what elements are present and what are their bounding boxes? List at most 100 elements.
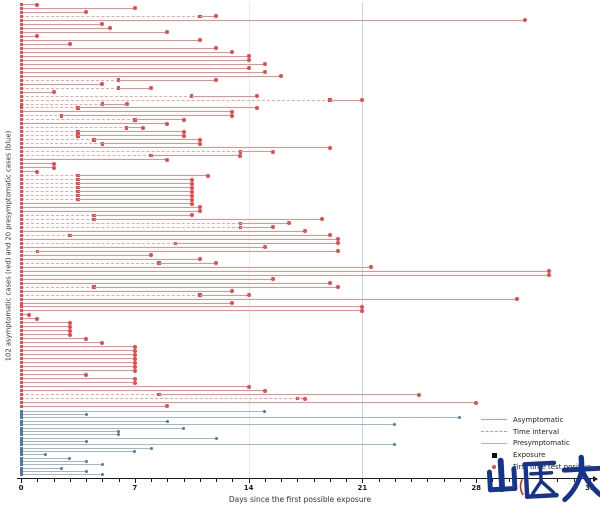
exposure-start-marker [19, 58, 23, 62]
exposure-start-marker [19, 393, 23, 397]
dashed-red-swatch [481, 431, 507, 433]
first-test-positive-marker [197, 137, 202, 142]
asymptomatic-line [21, 4, 38, 5]
first-test-positive-marker [51, 165, 56, 170]
exposure-start-marker [19, 154, 23, 158]
first-test-positive-marker [165, 157, 170, 162]
first-test-positive-marker [197, 38, 202, 43]
asymptomatic-line [37, 250, 338, 252]
x-tick-label-0: 0 [18, 484, 24, 492]
asymptomatic-line [126, 127, 143, 129]
first-test-positive-marker [303, 396, 308, 401]
asymptomatic-line [21, 350, 135, 352]
x-tick-minor-31 [524, 479, 526, 482]
asymptomatic-line [77, 135, 184, 137]
first-test-positive-marker [262, 70, 267, 75]
x-tick-minor-9 [167, 479, 169, 482]
first-test-positive-marker [68, 456, 72, 460]
first-test-positive-marker [270, 149, 275, 154]
legend-asymptomatic-icon [480, 419, 508, 421]
first-test-positive-marker [197, 257, 202, 262]
first-test-positive-marker [336, 237, 340, 242]
exposure-start-marker [19, 429, 23, 433]
asymptomatic-line [21, 254, 152, 256]
exposure-start-marker [19, 98, 23, 102]
exposure-start-marker [19, 166, 23, 170]
asymptomatic-line [329, 99, 363, 101]
legend-time-interval-icon [480, 431, 508, 433]
x-tick-minor-17 [297, 479, 299, 482]
exposure-start-marker [19, 194, 23, 198]
asymptomatic-line [21, 230, 306, 232]
exposure-start-marker [19, 305, 23, 309]
time-interval-dashed-line [21, 135, 78, 137]
first-test-positive-marker [84, 459, 88, 463]
exposure-start-marker [19, 241, 23, 245]
presymptomatic-line [21, 410, 265, 412]
asymptomatic-line [21, 282, 330, 284]
asymptomatic-line [240, 151, 273, 153]
exposure-start-marker [19, 162, 23, 166]
asymptomatic-line [21, 330, 70, 332]
exposure-start-marker [19, 369, 23, 373]
first-test-positive-marker [189, 201, 194, 206]
x-tick-minor-26 [443, 479, 445, 482]
legend-label: Exposure [513, 451, 546, 460]
asymptomatic-line [77, 187, 192, 189]
exposure-start-marker [19, 225, 23, 229]
asymptomatic-line [94, 214, 192, 216]
first-test-positive-marker [189, 197, 194, 202]
time-interval-dashed-line [21, 95, 192, 97]
first-test-positive-marker [108, 26, 113, 31]
first-test-positive-marker [474, 400, 479, 405]
exposure-start-marker [19, 426, 23, 430]
exposure-start-marker [19, 419, 23, 423]
exposure-start-marker [19, 409, 23, 413]
legend-item-time-interval: Time interval [480, 426, 591, 438]
x-tick-major-14 [248, 479, 250, 483]
exposure-start-marker [19, 3, 23, 6]
legend-exposure-icon [480, 452, 508, 458]
first-test-positive-marker [319, 217, 324, 222]
presymptomatic-line [21, 434, 119, 436]
exposure-start-marker [19, 353, 23, 357]
exposure-start-marker [19, 70, 23, 74]
x-tick-minor-6 [118, 479, 120, 482]
asymptomatic-line [21, 238, 338, 240]
exposure-start-marker [19, 293, 23, 297]
exposure-start-marker [19, 174, 23, 178]
first-test-positive-marker [132, 368, 137, 373]
first-test-positive-marker [303, 229, 308, 234]
first-test-positive-marker [522, 18, 527, 23]
exposure-start-marker [19, 361, 23, 365]
asymptomatic-line [21, 354, 135, 356]
x-tick-minor-27 [459, 479, 461, 482]
exposure-start-marker [19, 329, 23, 333]
legend-item-asymptomatic: Asymptomatic [480, 414, 591, 426]
x-tick-minor-25 [427, 479, 429, 482]
time-interval-dashed-line [21, 250, 38, 252]
exposure-start-marker [19, 10, 23, 14]
presymptomatic-line [21, 474, 103, 476]
exposure-start-marker [19, 26, 23, 30]
solid-red-swatch [481, 419, 507, 421]
x-tick-minor-4 [86, 479, 88, 482]
asymptomatic-line [21, 7, 135, 9]
first-test-positive-marker [165, 30, 170, 35]
x-axis-line [17, 478, 595, 479]
legend: Asymptomatic Time interval Presymptomatic E… [480, 414, 591, 473]
first-test-positive-marker [100, 22, 105, 27]
first-test-positive-marker [51, 161, 56, 166]
exposure-start-marker [19, 142, 23, 146]
first-test-positive-marker [336, 249, 340, 254]
asymptomatic-line [77, 175, 208, 177]
exposure-start-marker [19, 62, 23, 66]
presymptomatic-line [21, 447, 152, 449]
time-interval-dashed-line [21, 151, 241, 153]
asymptomatic-line [21, 51, 233, 53]
asymptomatic-line [102, 143, 200, 145]
asymptomatic-line [77, 199, 192, 201]
exposure-start-marker [19, 389, 23, 393]
exposure-start-marker [19, 277, 23, 281]
first-test-positive-marker [205, 173, 210, 178]
